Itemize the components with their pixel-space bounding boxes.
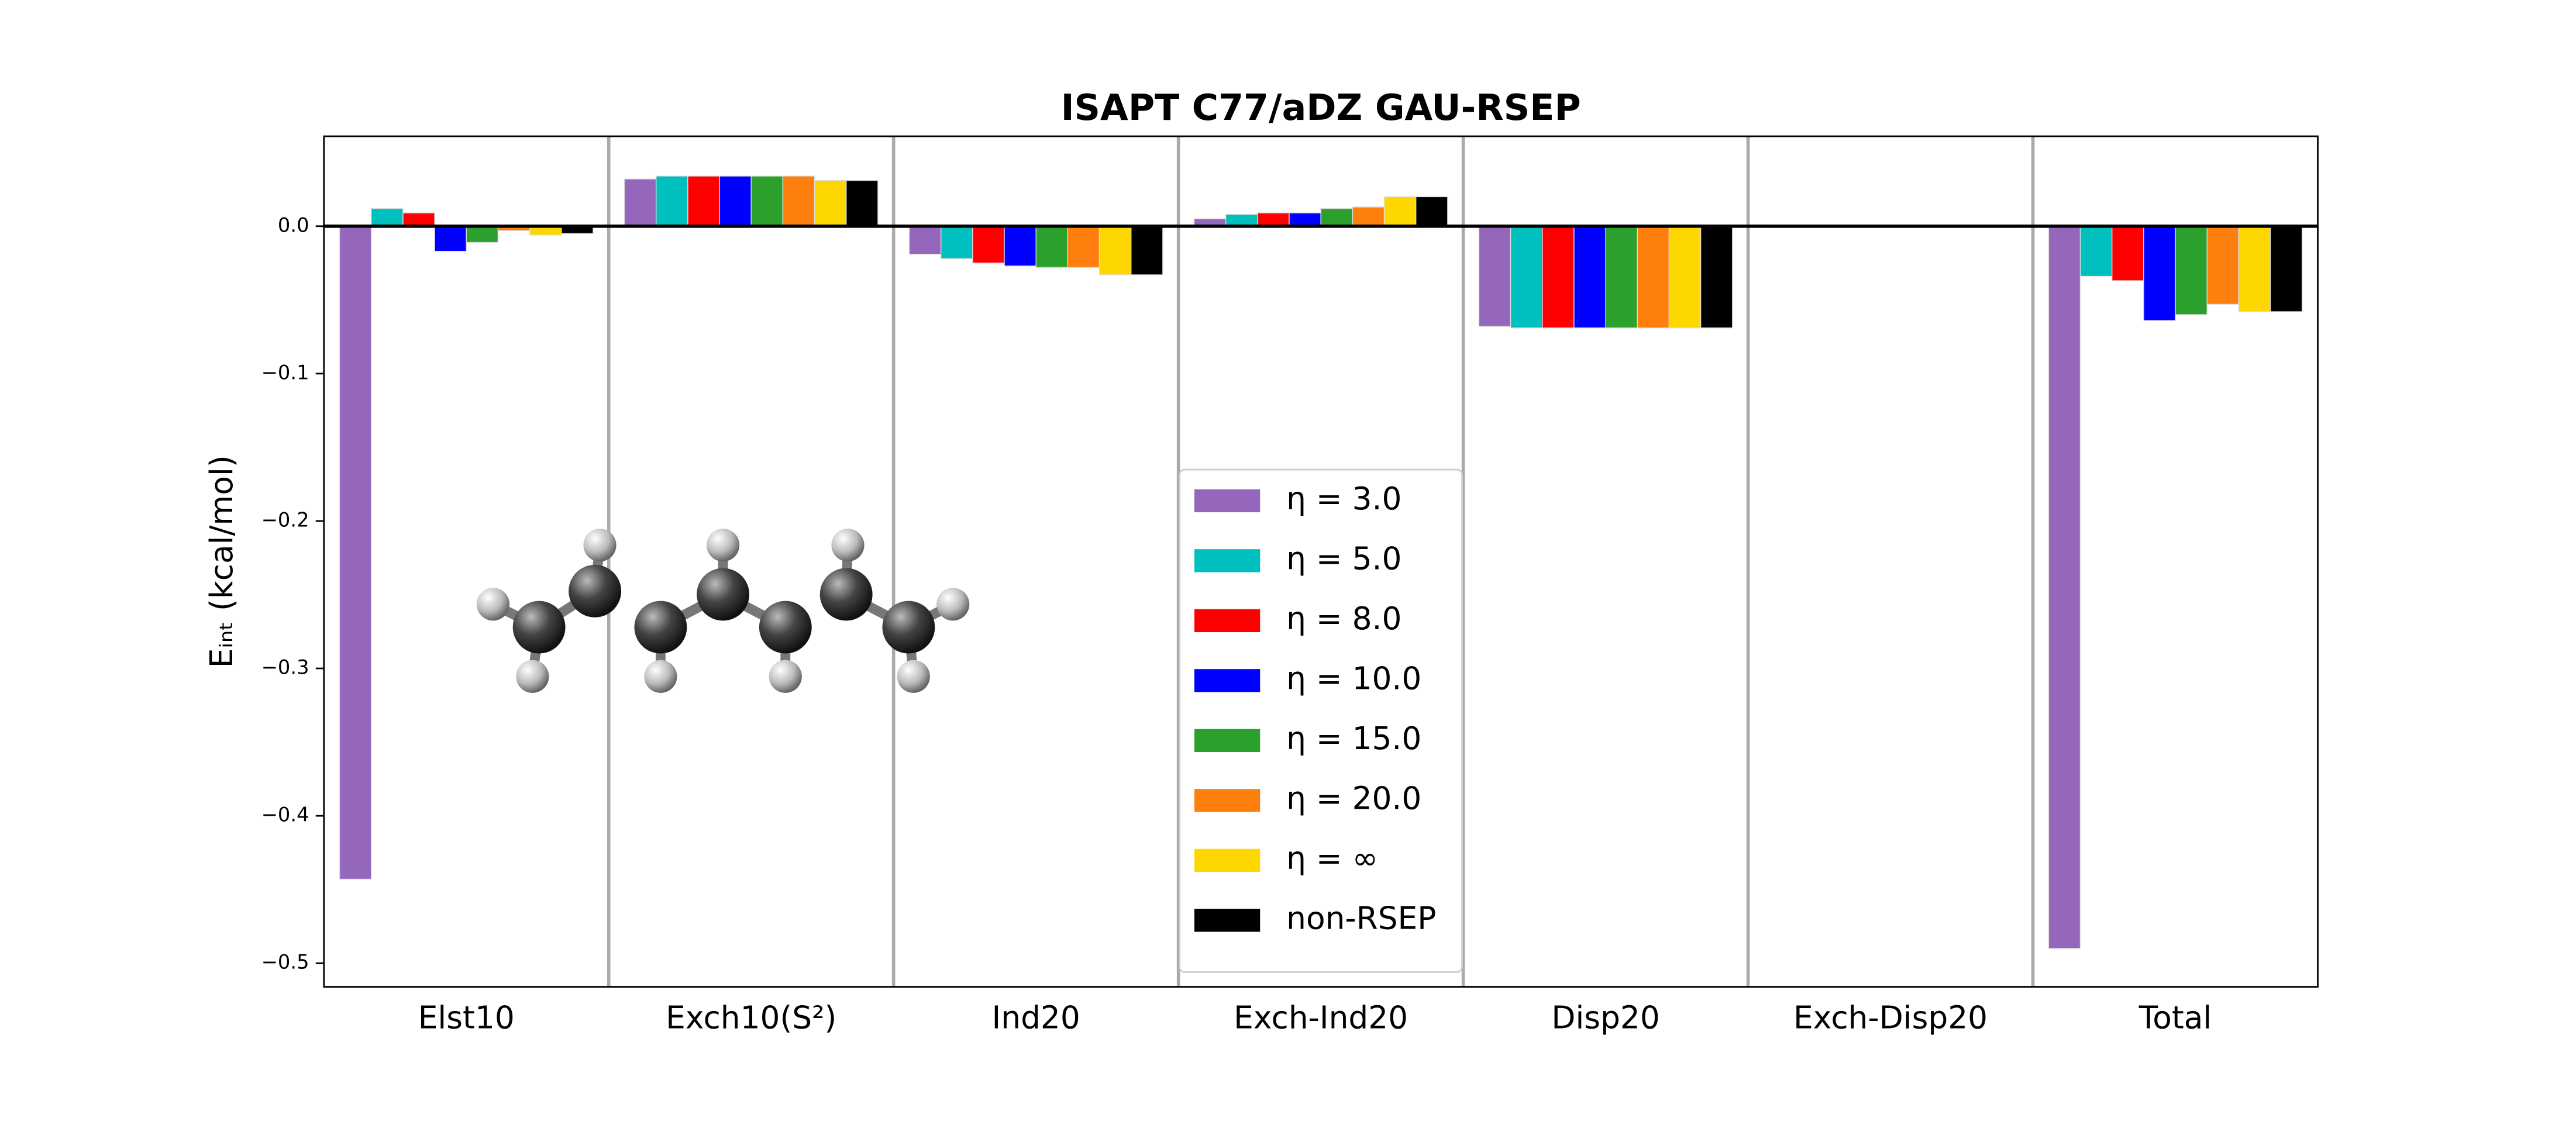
bar bbox=[466, 226, 499, 243]
y-tick-label: −0.1 bbox=[261, 361, 309, 384]
y-tick-label: −0.4 bbox=[261, 803, 309, 826]
x-tick-label: Total bbox=[2138, 999, 2212, 1036]
bar bbox=[1510, 226, 1543, 329]
bar bbox=[1131, 226, 1163, 275]
legend-swatch bbox=[1194, 489, 1261, 513]
plot-area: 0.0 −0.1 −0.2 −0.3 −0.4 −0.5 Elst10 Exch10(S²) I… bbox=[261, 135, 2319, 1036]
y-tick-label: −0.3 bbox=[261, 656, 309, 679]
bar bbox=[1289, 212, 1321, 227]
legend-swatch bbox=[1194, 549, 1261, 572]
legend-label: non-RSEP bbox=[1286, 899, 1436, 936]
bar bbox=[1257, 212, 1290, 227]
bar bbox=[1637, 226, 1670, 329]
bar bbox=[371, 208, 404, 227]
bar bbox=[2206, 226, 2240, 305]
bar bbox=[1320, 208, 1354, 227]
bar bbox=[2175, 226, 2207, 315]
bar bbox=[1415, 196, 1448, 227]
bar bbox=[719, 175, 752, 227]
y-tick-label: −0.5 bbox=[261, 951, 309, 974]
bar bbox=[1700, 226, 1733, 329]
bar bbox=[814, 180, 847, 227]
bar bbox=[1478, 226, 1511, 327]
legend-label: η = 5.0 bbox=[1286, 540, 1401, 577]
legend-swatch bbox=[1194, 609, 1261, 633]
bar bbox=[972, 226, 1005, 264]
bar bbox=[1542, 226, 1575, 329]
bar bbox=[750, 175, 784, 227]
legend-label: η = 15.0 bbox=[1286, 720, 1421, 757]
bar bbox=[1605, 226, 1638, 329]
bar bbox=[2111, 226, 2144, 281]
bar bbox=[1668, 226, 1702, 329]
y-axis-label: Eᵢₙₜ (kcal/mol) bbox=[203, 455, 240, 668]
legend-label: η = 20.0 bbox=[1286, 779, 1421, 816]
y-tick-label: 0.0 bbox=[278, 213, 309, 236]
legend-swatch bbox=[1194, 669, 1261, 692]
bar bbox=[2048, 226, 2081, 949]
chart-title: ISAPT C77/aDZ GAU-RSEP bbox=[1061, 87, 1581, 129]
bar bbox=[2270, 226, 2303, 312]
bar bbox=[846, 180, 879, 227]
bar bbox=[940, 226, 973, 259]
bar bbox=[656, 175, 688, 227]
bar bbox=[1352, 206, 1385, 227]
bar bbox=[908, 226, 942, 255]
bar bbox=[1098, 226, 1132, 275]
x-tick-label: Exch-Disp20 bbox=[1793, 999, 1988, 1036]
plot-frame bbox=[323, 135, 2319, 988]
legend-label: η = 8.0 bbox=[1286, 600, 1401, 637]
molecule bbox=[476, 529, 970, 693]
legend-swatch bbox=[1194, 909, 1261, 932]
x-tick-label: Elst10 bbox=[418, 999, 515, 1036]
bar bbox=[2143, 226, 2176, 321]
x-tick-label: Disp20 bbox=[1551, 999, 1659, 1036]
x-tick-label: Exch-Ind20 bbox=[1234, 999, 1408, 1036]
legend-swatch bbox=[1194, 729, 1261, 752]
y-tick-label: −0.2 bbox=[261, 508, 309, 531]
bar bbox=[339, 226, 372, 880]
legend-label: η = ∞ bbox=[1286, 840, 1378, 877]
bar bbox=[1004, 226, 1036, 267]
legend-box bbox=[1179, 468, 1463, 973]
bar bbox=[434, 226, 467, 252]
legend-label: η = 10.0 bbox=[1286, 660, 1421, 696]
bar bbox=[782, 175, 815, 227]
bar bbox=[687, 175, 720, 227]
x-tick-label: Exch10(S²) bbox=[666, 999, 836, 1036]
bar bbox=[1225, 213, 1258, 227]
bar bbox=[624, 178, 657, 227]
bar bbox=[2079, 226, 2113, 277]
bar bbox=[1383, 196, 1417, 227]
legend: η = 3.0 η = 5.0 η = 8.0 η = 10.0 η = 15.0 η =… bbox=[1179, 468, 1463, 973]
bar bbox=[402, 212, 435, 227]
legend-swatch bbox=[1194, 848, 1261, 872]
bar bbox=[1573, 226, 1606, 329]
x-tick-label: Ind20 bbox=[992, 999, 1080, 1036]
bar bbox=[1035, 226, 1069, 268]
legend-swatch bbox=[1194, 789, 1261, 812]
bar bbox=[1067, 226, 1100, 268]
legend-label: η = 3.0 bbox=[1286, 480, 1401, 517]
bar bbox=[2238, 226, 2271, 312]
